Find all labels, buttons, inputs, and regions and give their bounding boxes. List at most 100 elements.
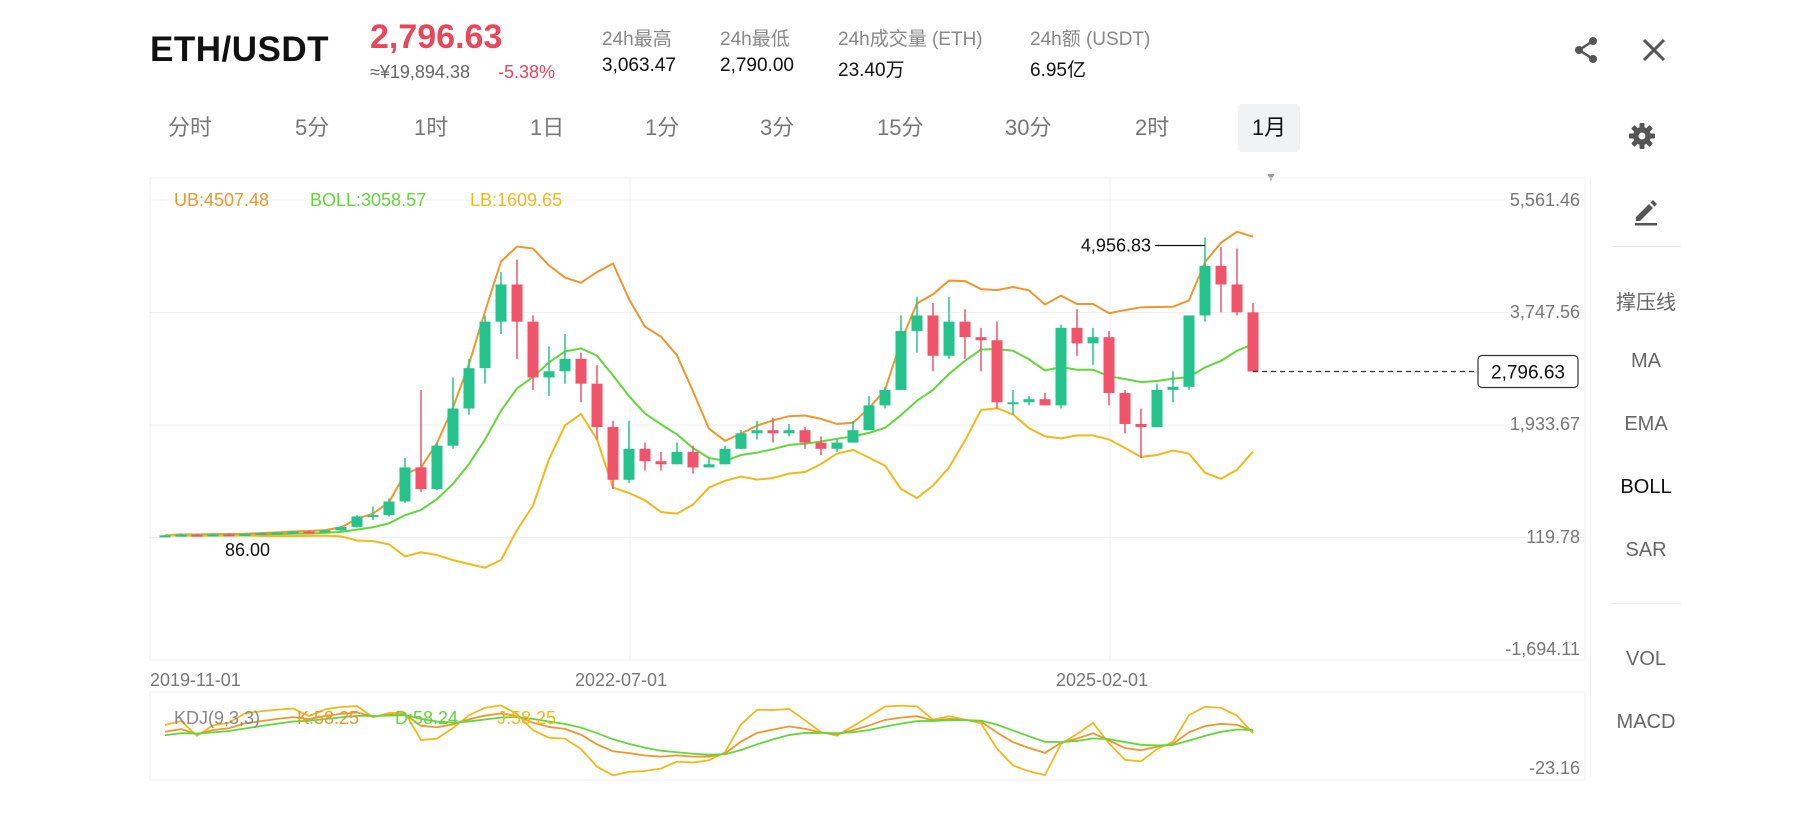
stat-low-value: 2,790.00	[720, 55, 794, 76]
candle-body	[1135, 423, 1147, 428]
stat-high-label: 24h最高	[602, 29, 672, 50]
candle-body	[479, 321, 491, 369]
divider	[1611, 603, 1681, 604]
last-price-box	[1477, 354, 1579, 389]
tab-5min[interactable]: 5分	[295, 115, 330, 140]
legend-lb: LB:1609.65	[470, 190, 563, 210]
tab-30min[interactable]: 30分	[1005, 115, 1052, 140]
candle-body	[959, 321, 971, 338]
x-axis-label: 2022-07-01	[575, 670, 668, 690]
candle-body	[831, 442, 843, 449]
interval-tabs: 分时 5分 1时 1日 1分 3分 15分 30分 2时 1月 ▼	[150, 104, 1300, 184]
kdj-j-line	[164, 704, 1254, 777]
stat-volume-value: 23.40万	[838, 60, 905, 81]
candle-body	[991, 340, 1003, 403]
indicator-ma[interactable]: MA	[1631, 350, 1661, 372]
share-button[interactable]	[1566, 30, 1606, 70]
candle-body	[783, 430, 795, 434]
candle-body	[751, 430, 763, 434]
candle-body	[815, 442, 827, 449]
candle-body	[671, 451, 683, 465]
candle-body	[687, 451, 699, 468]
candle-body	[639, 448, 651, 462]
candle-body	[559, 358, 571, 372]
candle-body	[1103, 337, 1115, 393]
tab-1min[interactable]: 1分	[645, 115, 680, 140]
last-price-tag: 2,796.63	[1491, 362, 1565, 383]
candle-body	[319, 530, 331, 533]
trading-pair-title: ETH/USDT	[150, 30, 329, 69]
tab-3min[interactable]: 3分	[760, 115, 795, 140]
change-percent: -5.38%	[498, 62, 556, 82]
candle-body	[191, 534, 203, 537]
indicator-ema[interactable]: EMA	[1624, 413, 1668, 435]
candle-body	[255, 533, 267, 536]
tab-1month[interactable]: 1月 ▼	[1238, 104, 1300, 184]
candle-body	[911, 315, 923, 331]
indicator-boll[interactable]: BOLL	[1620, 476, 1672, 498]
candle-body	[271, 532, 283, 535]
candle-body	[527, 321, 539, 378]
last-price: 2,796.63	[370, 18, 503, 56]
gear-icon	[1629, 123, 1655, 149]
tab-1hour[interactable]: 1时	[414, 115, 449, 140]
candle-body	[335, 526, 347, 531]
tab-15min[interactable]: 15分	[877, 115, 924, 140]
candle-body	[1055, 327, 1067, 406]
caret-down-icon: ▼	[1265, 170, 1277, 185]
stat-amount-value: 6.95亿	[1030, 60, 1086, 81]
y-axis-label: 3,747.56	[1509, 302, 1580, 322]
kdj-legend-d: D:58.24	[395, 708, 459, 728]
candle-body	[623, 448, 635, 480]
candle-body	[847, 430, 859, 443]
candle-body	[415, 467, 427, 490]
indicator-vol[interactable]: VOL	[1625, 648, 1667, 670]
stat-low-label: 24h最低	[720, 29, 790, 50]
draw-tool-button[interactable]	[1591, 196, 1701, 232]
indicator-sidebar: 撑压线 MA EMA BOLL SAR VOL MACD	[1590, 178, 1701, 778]
candle-body	[799, 430, 811, 443]
candle-body	[1247, 312, 1259, 372]
candle-body	[943, 321, 955, 356]
candle-body	[1023, 399, 1035, 403]
settings-button[interactable]	[1622, 116, 1662, 156]
low-marker-label: 86.00	[225, 540, 270, 560]
candle-body	[927, 315, 939, 356]
close-icon	[1642, 38, 1666, 62]
candle-body	[1039, 399, 1051, 406]
candle-body	[863, 405, 875, 431]
x-axis-label: 2025-02-01	[1056, 670, 1149, 690]
candle-body	[1199, 265, 1211, 316]
kdj-legend-name: KDJ(9,3,3)	[174, 708, 261, 728]
candle-body	[543, 371, 555, 378]
candle-body	[399, 467, 411, 502]
divider	[1611, 246, 1681, 247]
indicator-support-resistance[interactable]: 撑压线	[1616, 292, 1676, 314]
candle-body	[879, 389, 891, 406]
candle-body	[1119, 392, 1131, 424]
candle-body	[447, 408, 459, 446]
candle-body	[239, 534, 251, 537]
candle-body	[703, 464, 715, 468]
candle-body	[511, 284, 523, 322]
indicator-macd[interactable]: MACD	[1616, 711, 1676, 733]
y-axis-label: 5,561.46	[1509, 190, 1580, 210]
candle-body	[767, 430, 779, 434]
candle-body	[607, 427, 619, 480]
price-cny: ≈¥19,894.38	[370, 62, 470, 82]
tab-1day[interactable]: 1日	[530, 115, 565, 140]
tab-2hour[interactable]: 2时	[1135, 115, 1170, 140]
kdj-legend-k: K:58.25	[297, 708, 360, 728]
chart-frame	[149, 177, 1586, 661]
candle-body	[1071, 327, 1083, 344]
tab-timeshare[interactable]: 分时	[168, 115, 213, 140]
kdj-axis-label: -23.16	[1528, 758, 1580, 778]
candle-body	[591, 383, 603, 428]
candle-body	[159, 535, 171, 538]
close-button[interactable]	[1634, 30, 1674, 70]
share-icon	[1575, 37, 1597, 63]
indicator-sar[interactable]: SAR	[1625, 539, 1667, 561]
candle-body	[1183, 315, 1195, 387]
candle-body	[1167, 386, 1179, 390]
